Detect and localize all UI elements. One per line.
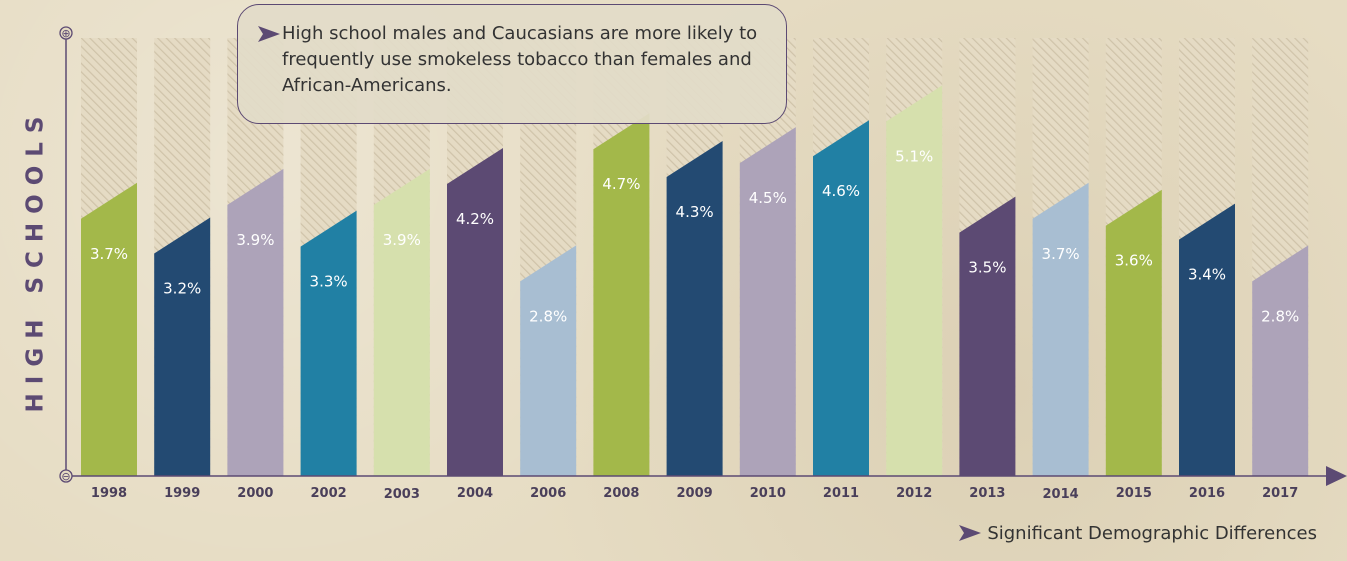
value-label-2010: 4.5%	[749, 189, 787, 207]
value-label-2003: 3.9%	[383, 231, 421, 249]
value-label-2002: 3.3%	[310, 273, 348, 291]
value-label-2014: 3.7%	[1042, 245, 1080, 263]
value-label-2009: 4.3%	[676, 203, 714, 221]
x-axis-arrow-icon	[1326, 466, 1347, 486]
annotation-text: High school males and Caucasians are mor…	[282, 23, 758, 96]
value-label-2004: 4.2%	[456, 210, 494, 228]
value-label-2016: 3.4%	[1188, 266, 1226, 284]
x-tick-2015: 2015	[1116, 486, 1152, 501]
x-tick-2006: 2006	[530, 486, 566, 501]
x-tick-2017: 2017	[1262, 486, 1298, 501]
bar-2006	[520, 245, 577, 476]
x-tick-2009: 2009	[677, 486, 713, 501]
legend-arrow-icon	[959, 525, 982, 541]
labels-layer: 3.7% 1998 3.2% 1999 3.9% 2000 3.3% 2002 3.9% 2003…	[90, 147, 1299, 502]
value-label-2011: 4.6%	[822, 182, 860, 200]
bar-2014	[1032, 182, 1089, 476]
value-label-2017: 2.8%	[1261, 307, 1299, 325]
value-label-1998: 3.7%	[90, 245, 128, 263]
bar-2000	[227, 168, 284, 476]
bar-1999	[154, 217, 211, 476]
y-axis-top-marker: ⊕	[61, 27, 70, 40]
bar-2016	[1179, 203, 1235, 476]
x-tick-2014: 2014	[1043, 487, 1079, 502]
bar-2003	[373, 168, 430, 476]
x-tick-2004: 2004	[457, 486, 493, 501]
value-label-1999: 3.2%	[163, 280, 201, 298]
value-label-2000: 3.9%	[236, 231, 274, 249]
value-label-2015: 3.6%	[1115, 252, 1153, 270]
annotation-callout: High school males and Caucasians are mor…	[237, 4, 787, 124]
bar-2002	[300, 210, 357, 477]
x-tick-2008: 2008	[603, 486, 639, 501]
x-tick-1998: 1998	[91, 486, 127, 501]
bar-2013	[959, 196, 1016, 476]
arrow-pointer-icon	[258, 26, 280, 42]
bar-2011	[813, 120, 869, 476]
value-label-2008: 4.7%	[602, 175, 640, 193]
bars-layer	[81, 38, 1309, 477]
bar-2010	[739, 127, 796, 477]
y-axis-label-text: HIGH SCHOOLS	[22, 107, 48, 413]
legend: Significant Demographic Differences	[959, 520, 1317, 546]
bar-2008	[593, 113, 650, 476]
x-tick-2012: 2012	[896, 486, 932, 501]
y-axis-top-marker-icon	[59, 26, 73, 40]
x-tick-2011: 2011	[823, 486, 859, 501]
x-tick-1999: 1999	[164, 486, 200, 501]
value-label-2013: 3.5%	[968, 259, 1006, 277]
x-tick-2013: 2013	[969, 486, 1005, 501]
bar-2017	[1252, 245, 1309, 476]
bar-2009	[666, 141, 723, 477]
y-axis-bottom-marker-icon	[59, 469, 73, 483]
x-tick-2016: 2016	[1189, 486, 1225, 501]
value-label-2012: 5.1%	[895, 147, 933, 165]
legend-label: Significant Demographic Differences	[987, 522, 1317, 544]
bar-2004	[447, 148, 503, 476]
bar-2015	[1105, 189, 1162, 476]
value-label-2006: 2.8%	[529, 307, 567, 325]
x-tick-2003: 2003	[384, 487, 420, 502]
bar-2012	[886, 85, 943, 476]
x-tick-2010: 2010	[750, 486, 786, 501]
bar-1998	[81, 182, 137, 476]
x-tick-2000: 2000	[237, 486, 273, 501]
y-axis-bottom-marker: ⊖	[61, 470, 70, 483]
x-tick-2002: 2002	[311, 486, 347, 501]
y-axis-label: HIGH SCHOOLS	[20, 70, 50, 450]
